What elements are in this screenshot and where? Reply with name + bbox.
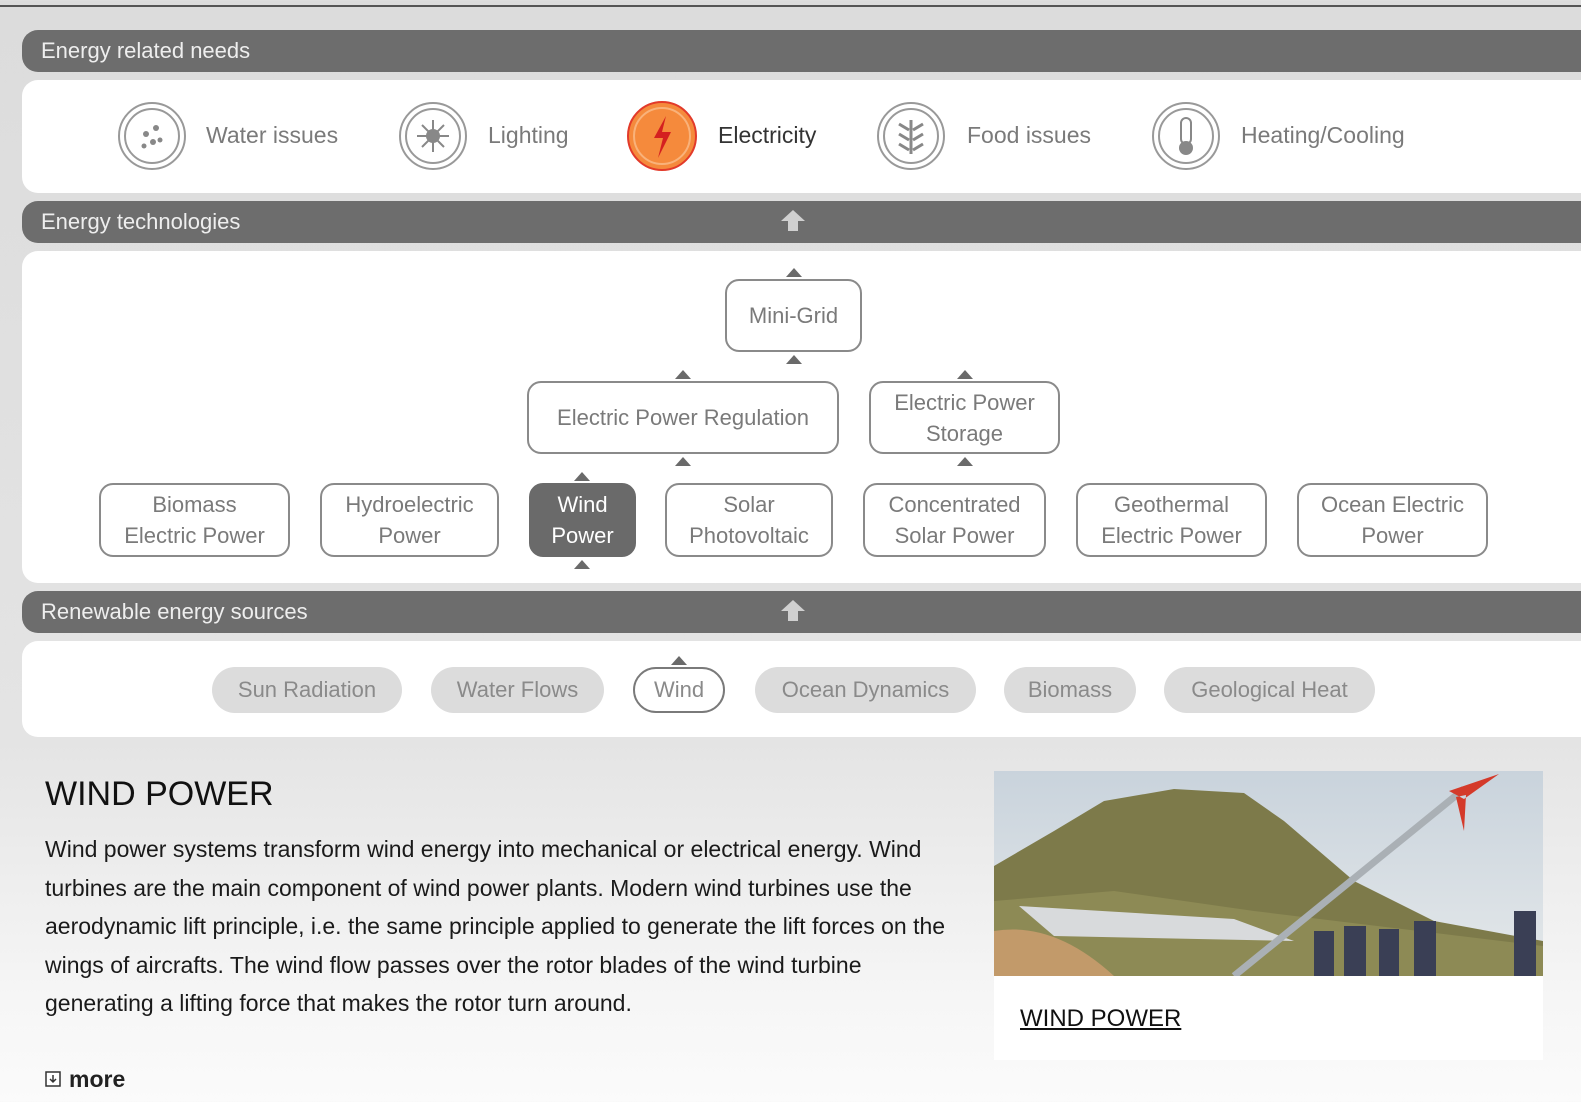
source-pill[interactable]: Ocean Dynamics xyxy=(755,667,976,713)
connector xyxy=(957,457,973,466)
tech-node[interactable]: Solar Photovoltaic xyxy=(665,483,833,557)
connector xyxy=(957,370,973,379)
connector xyxy=(574,560,590,569)
up-arrow xyxy=(788,221,798,231)
source-pill-selected[interactable]: Wind xyxy=(633,667,725,713)
more-link[interactable]: more xyxy=(69,1066,125,1093)
connector xyxy=(574,472,590,481)
photo xyxy=(994,771,1543,976)
connector xyxy=(786,355,802,364)
up-arrow xyxy=(788,611,798,621)
up-arrow xyxy=(781,210,805,221)
tech-node-selected[interactable]: Wind Power xyxy=(529,483,636,557)
tech-node[interactable]: Mini-Grid xyxy=(725,279,862,352)
need-item[interactable]: Food issues xyxy=(967,122,1091,149)
tech-node[interactable]: Geothermal Electric Power xyxy=(1076,483,1267,557)
need-item[interactable]: Lighting xyxy=(488,122,569,149)
tech-node[interactable]: Biomass Electric Power xyxy=(99,483,290,557)
section-title: Renewable energy sources xyxy=(41,599,308,624)
up-arrow xyxy=(781,600,805,611)
section-bar: Renewable energy sources xyxy=(22,591,1581,633)
detail-title: WIND POWER xyxy=(45,775,274,814)
need-item[interactable]: Heating/Cooling xyxy=(1241,122,1405,149)
need-item[interactable]: Water issues xyxy=(206,122,338,149)
section-title: Energy technologies xyxy=(41,209,240,234)
need-icons xyxy=(0,0,1581,200)
source-pill[interactable]: Biomass xyxy=(1004,667,1136,713)
tech-node[interactable]: Hydroelectric Power xyxy=(320,483,499,557)
source-pill[interactable]: Sun Radiation xyxy=(212,667,402,713)
more-icon[interactable] xyxy=(45,1071,63,1089)
source-pill[interactable]: Water Flows xyxy=(431,667,604,713)
tech-node[interactable]: Ocean Electric Power xyxy=(1297,483,1488,557)
tech-node[interactable]: Concentrated Solar Power xyxy=(863,483,1046,557)
connector xyxy=(671,656,687,665)
connector xyxy=(675,370,691,379)
image-caption-link[interactable]: WIND POWER xyxy=(1020,1005,1181,1033)
tech-node[interactable]: Electric Power Storage xyxy=(869,381,1060,454)
tech-node[interactable]: Electric Power Regulation xyxy=(527,381,839,454)
source-pill[interactable]: Geological Heat xyxy=(1164,667,1375,713)
detail-text: Wind power systems transform wind energy… xyxy=(45,830,955,1023)
section-bar: Energy technologies xyxy=(22,201,1581,243)
page: Energy related needs Water issues Lighti… xyxy=(0,0,1581,1102)
connector xyxy=(786,268,802,277)
need-item[interactable]: Electricity xyxy=(718,122,816,149)
connector xyxy=(675,457,691,466)
